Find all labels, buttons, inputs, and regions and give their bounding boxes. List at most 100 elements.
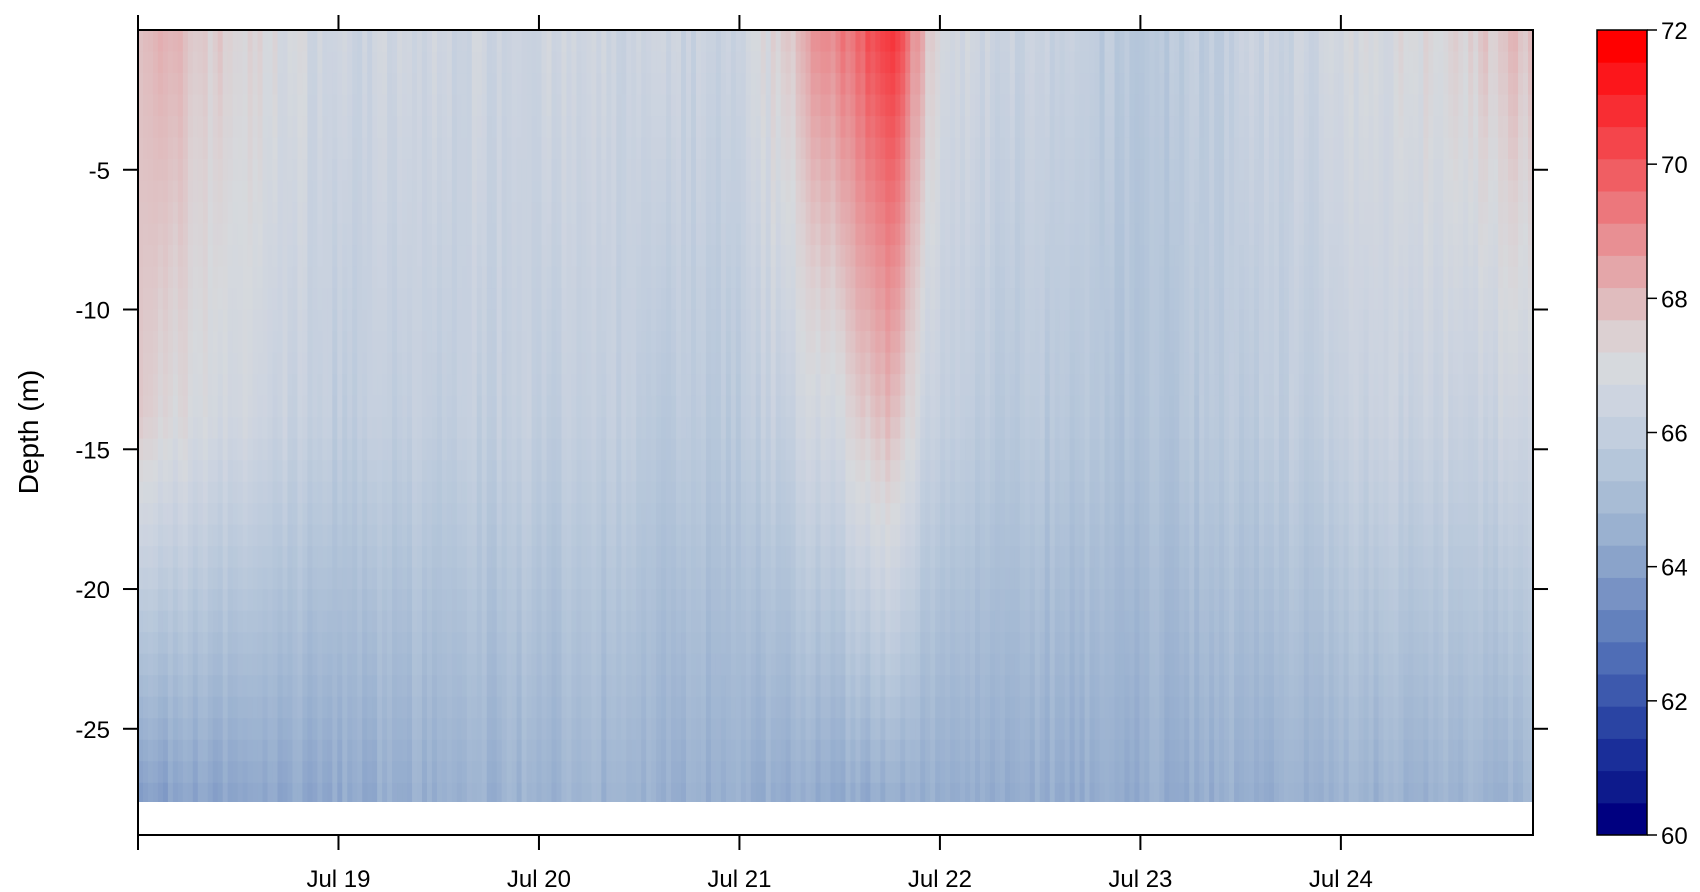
heatmap-cell xyxy=(511,223,518,246)
heatmap-cell xyxy=(232,202,239,225)
heatmap-cell xyxy=(631,30,637,53)
heatmap-cell xyxy=(332,30,338,53)
heatmap-cell xyxy=(387,180,393,203)
heatmap-cell xyxy=(471,718,478,741)
heatmap-cell xyxy=(327,374,333,397)
heatmap-cell xyxy=(267,481,274,504)
heatmap-cell xyxy=(322,30,328,53)
heatmap-cell xyxy=(591,223,597,246)
heatmap-cell xyxy=(805,503,812,526)
heatmap-cell xyxy=(641,567,647,590)
heatmap-cell xyxy=(367,73,373,96)
heatmap-cell xyxy=(287,653,294,676)
heatmap-cell xyxy=(750,202,757,225)
heatmap-cell xyxy=(431,395,438,418)
heatmap-cell xyxy=(192,675,199,698)
heatmap-cell xyxy=(825,567,832,590)
heatmap-cell xyxy=(252,331,259,354)
heatmap-cell xyxy=(362,116,368,139)
heatmap-cell xyxy=(531,352,538,375)
heatmap-cell xyxy=(367,352,373,375)
heatmap-cell xyxy=(476,782,483,802)
heatmap-cell xyxy=(362,51,368,74)
heatmap-cell xyxy=(681,266,687,289)
heatmap-cell xyxy=(421,675,428,698)
heatmap-cell xyxy=(730,503,737,526)
heatmap-cell xyxy=(491,782,498,802)
heatmap-cell xyxy=(177,245,184,268)
heatmap-cell xyxy=(700,718,707,741)
heatmap-cell xyxy=(556,696,563,719)
heatmap-cell xyxy=(212,632,219,655)
heatmap-cell xyxy=(745,567,752,590)
heatmap-cell xyxy=(536,718,543,741)
heatmap-cell xyxy=(352,266,358,289)
heatmap-cell xyxy=(551,73,558,96)
heatmap-cell xyxy=(317,73,323,96)
heatmap-cell xyxy=(536,632,543,655)
heatmap-cell xyxy=(267,546,274,569)
heatmap-cell xyxy=(566,438,573,461)
heatmap-cell xyxy=(765,567,772,590)
heatmap-cell xyxy=(601,782,607,802)
heatmap-cell xyxy=(631,374,637,397)
heatmap-cell xyxy=(745,266,752,289)
heatmap-cell xyxy=(621,653,627,676)
heatmap-cell xyxy=(407,374,413,397)
heatmap-cell xyxy=(412,395,418,418)
heatmap-cell xyxy=(805,718,812,741)
heatmap-cell xyxy=(770,137,777,160)
heatmap-cell xyxy=(656,395,662,418)
heatmap-cell xyxy=(691,460,697,483)
heatmap-cell xyxy=(387,288,393,311)
heatmap-cell xyxy=(666,30,672,53)
heatmap-cell xyxy=(307,266,313,289)
heatmap-cell xyxy=(412,546,418,569)
heatmap-cell xyxy=(765,352,772,375)
heatmap-cell xyxy=(795,675,802,698)
heatmap-cell xyxy=(182,352,189,375)
heatmap-cell xyxy=(501,94,508,117)
heatmap-cell xyxy=(262,331,269,354)
heatmap-cell xyxy=(202,309,209,332)
heatmap-cell xyxy=(207,610,214,633)
heatmap-cell xyxy=(377,395,383,418)
heatmap-cell xyxy=(446,653,453,676)
heatmap-cell xyxy=(172,116,179,139)
heatmap-cell xyxy=(775,460,782,483)
heatmap-cell xyxy=(282,352,289,375)
heatmap-cell xyxy=(501,438,508,461)
heatmap-cell xyxy=(138,503,144,526)
heatmap-cell xyxy=(347,438,353,461)
heatmap-cell xyxy=(426,524,433,547)
heatmap-cell xyxy=(327,331,333,354)
heatmap-cell xyxy=(471,30,478,53)
heatmap-cell xyxy=(795,159,802,182)
heatmap-cell xyxy=(217,309,224,332)
heatmap-cell xyxy=(820,266,827,289)
heatmap-cell xyxy=(780,782,787,802)
heatmap-cell xyxy=(167,782,174,802)
heatmap-cell xyxy=(795,180,802,203)
heatmap-cell xyxy=(780,51,787,74)
heatmap-cell xyxy=(227,782,234,802)
heatmap-cell xyxy=(626,331,632,354)
heatmap-cell xyxy=(541,137,548,160)
heatmap-cell xyxy=(297,245,304,268)
heatmap-cell xyxy=(641,331,647,354)
heatmap-cell xyxy=(337,481,343,504)
heatmap-cell xyxy=(730,610,737,633)
heatmap-cell xyxy=(800,30,807,53)
heatmap-cell xyxy=(606,524,612,547)
heatmap-cell xyxy=(197,73,204,96)
heatmap-cell xyxy=(357,481,363,504)
heatmap-cell xyxy=(686,180,692,203)
heatmap-cell xyxy=(187,288,194,311)
heatmap-cell xyxy=(172,718,179,741)
heatmap-cell xyxy=(576,266,583,289)
heatmap-cell xyxy=(327,567,333,590)
heatmap-cell xyxy=(167,546,174,569)
heatmap-cell xyxy=(666,718,672,741)
heatmap-cell xyxy=(626,352,632,375)
heatmap-cell xyxy=(571,632,578,655)
